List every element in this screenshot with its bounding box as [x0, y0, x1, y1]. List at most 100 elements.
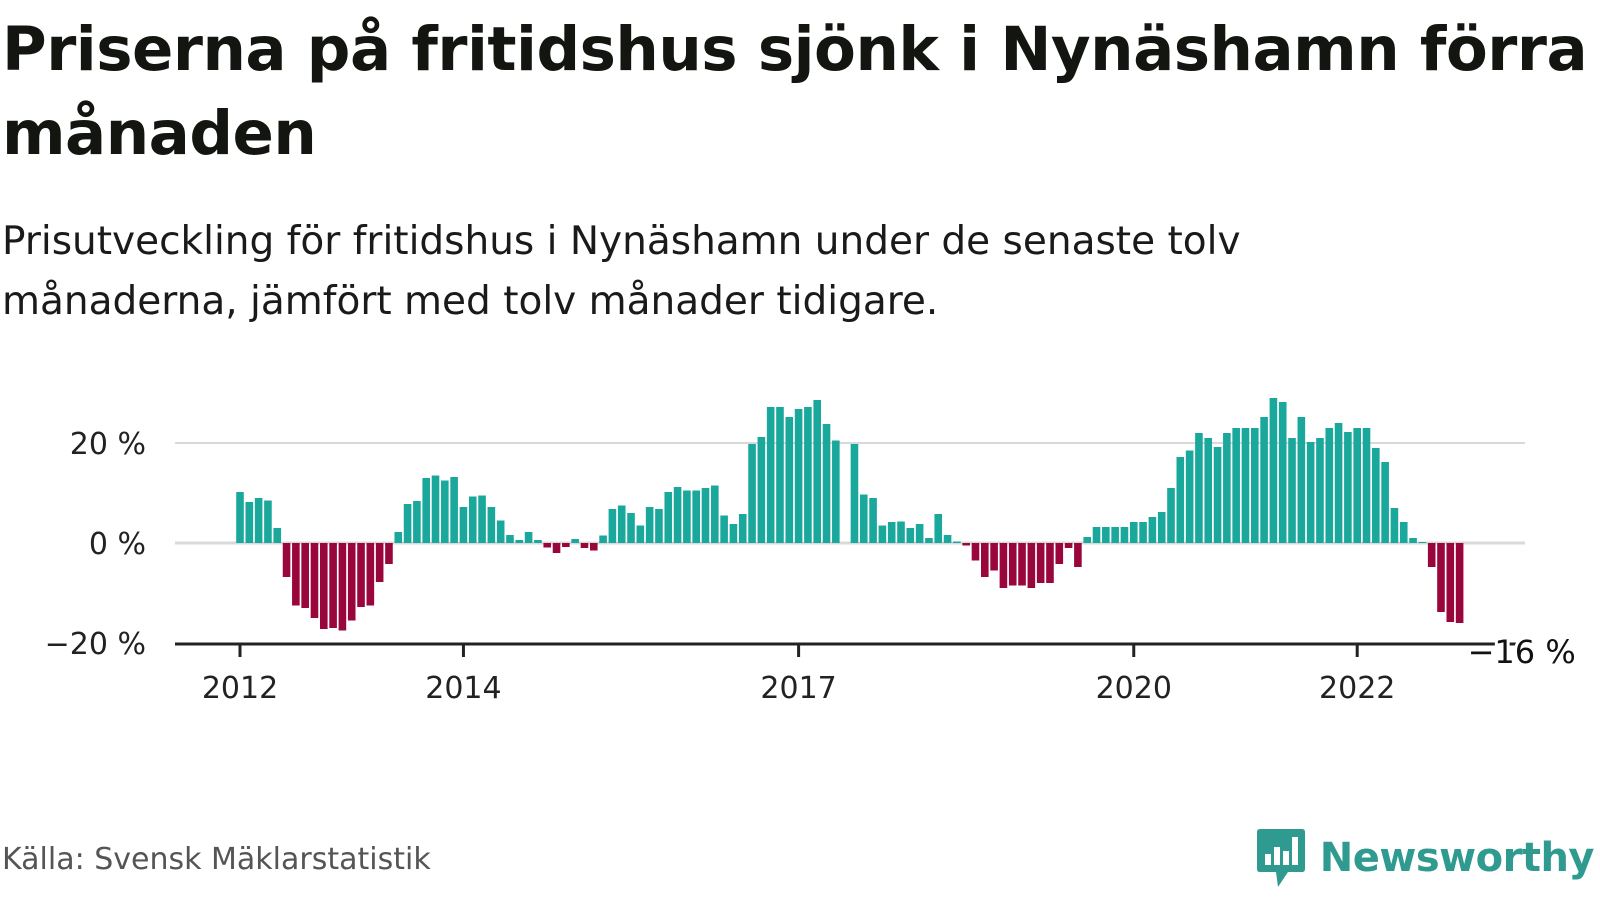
x-tick-label: 2017 [760, 671, 836, 706]
bar [999, 543, 1008, 588]
bar [1325, 428, 1334, 543]
bar [1102, 527, 1110, 543]
bar [1269, 398, 1278, 543]
bar [1409, 538, 1417, 543]
bar [264, 500, 272, 543]
y-tick-labels: 20 % 0 % −20 % [45, 427, 146, 662]
y-tick-label: 0 % [89, 527, 146, 562]
bar [347, 543, 356, 621]
bar [468, 496, 477, 543]
bar [599, 535, 607, 543]
bar [245, 502, 254, 543]
bar [925, 538, 933, 543]
bar [524, 532, 533, 543]
bar [1399, 522, 1408, 543]
bar [1111, 527, 1119, 543]
bar [869, 498, 877, 543]
bar [413, 501, 421, 543]
bar [673, 487, 682, 543]
bar [319, 543, 328, 629]
bar [1092, 527, 1101, 543]
bar [1260, 417, 1268, 543]
chart-title: Priserna på fritidshus sjönk i Nynäshamn… [2, 14, 1588, 169]
bar [385, 543, 393, 564]
bar [1250, 428, 1259, 543]
bar [1288, 438, 1296, 543]
bar [664, 492, 673, 543]
bar [1372, 448, 1380, 543]
bar [1008, 543, 1017, 586]
bar [608, 509, 617, 543]
bar [804, 407, 812, 543]
source-note: Källa: Svensk Mäklarstatistik [2, 842, 431, 877]
bar [562, 543, 570, 547]
bar [1213, 447, 1222, 543]
bar [1139, 522, 1147, 543]
bar [953, 541, 961, 543]
bar [1362, 428, 1371, 543]
bar [254, 498, 263, 543]
bar [571, 539, 579, 543]
bar [887, 522, 896, 543]
logo-bar-3 [1282, 851, 1289, 865]
bar [1185, 450, 1194, 543]
bar [1120, 527, 1129, 543]
bar [1046, 543, 1054, 583]
bar [431, 475, 440, 543]
bar [971, 543, 980, 561]
chart-subtitle: Prisutveckling för fritidshus i Nynäsham… [2, 219, 1241, 324]
brand-logo-group: Newsworthy [1256, 826, 1595, 890]
bar [785, 417, 794, 543]
bar [375, 543, 384, 582]
bar [1055, 543, 1064, 564]
bar [478, 495, 486, 543]
bar [394, 532, 403, 543]
bar [366, 543, 375, 606]
bar [878, 525, 887, 543]
bar [720, 515, 728, 543]
x-tick-labels: 2012 2014 2017 2020 2022 [202, 644, 1395, 706]
y-tick-label: 20 % [70, 427, 146, 462]
bar [338, 543, 347, 631]
bar [757, 437, 766, 543]
bar [1018, 543, 1026, 586]
bars [236, 398, 1464, 631]
bar [580, 543, 589, 548]
bar [310, 543, 319, 618]
bar [487, 507, 496, 543]
bar [850, 444, 859, 543]
bar [636, 525, 645, 543]
bar [738, 514, 747, 543]
bar [897, 521, 905, 543]
bar [962, 543, 970, 546]
bar [1455, 543, 1464, 623]
y-tick-label: −20 % [45, 627, 146, 662]
x-tick-label: 2012 [202, 671, 278, 706]
brand-name: Newsworthy [1319, 835, 1595, 881]
bar [1427, 543, 1436, 567]
bar [981, 543, 989, 577]
logo-bar-2 [1273, 847, 1280, 865]
newsworthy-logo-icon [1256, 829, 1305, 887]
bar [1148, 517, 1157, 543]
bar [1195, 433, 1203, 543]
bar [990, 543, 998, 571]
bar [859, 494, 868, 543]
bar [422, 478, 430, 543]
logo-bar-1 [1264, 854, 1271, 865]
bar [1176, 457, 1185, 543]
bar [459, 507, 468, 543]
bar [655, 509, 663, 543]
bar [589, 543, 598, 551]
bar [273, 528, 282, 543]
bar [701, 488, 710, 543]
bar [934, 514, 943, 543]
bar [301, 543, 309, 608]
bar [1446, 543, 1455, 622]
bar [617, 505, 626, 543]
bar [915, 524, 924, 543]
bar [1129, 522, 1138, 543]
bar [496, 520, 505, 543]
bar [403, 504, 412, 543]
bar [1157, 512, 1166, 543]
